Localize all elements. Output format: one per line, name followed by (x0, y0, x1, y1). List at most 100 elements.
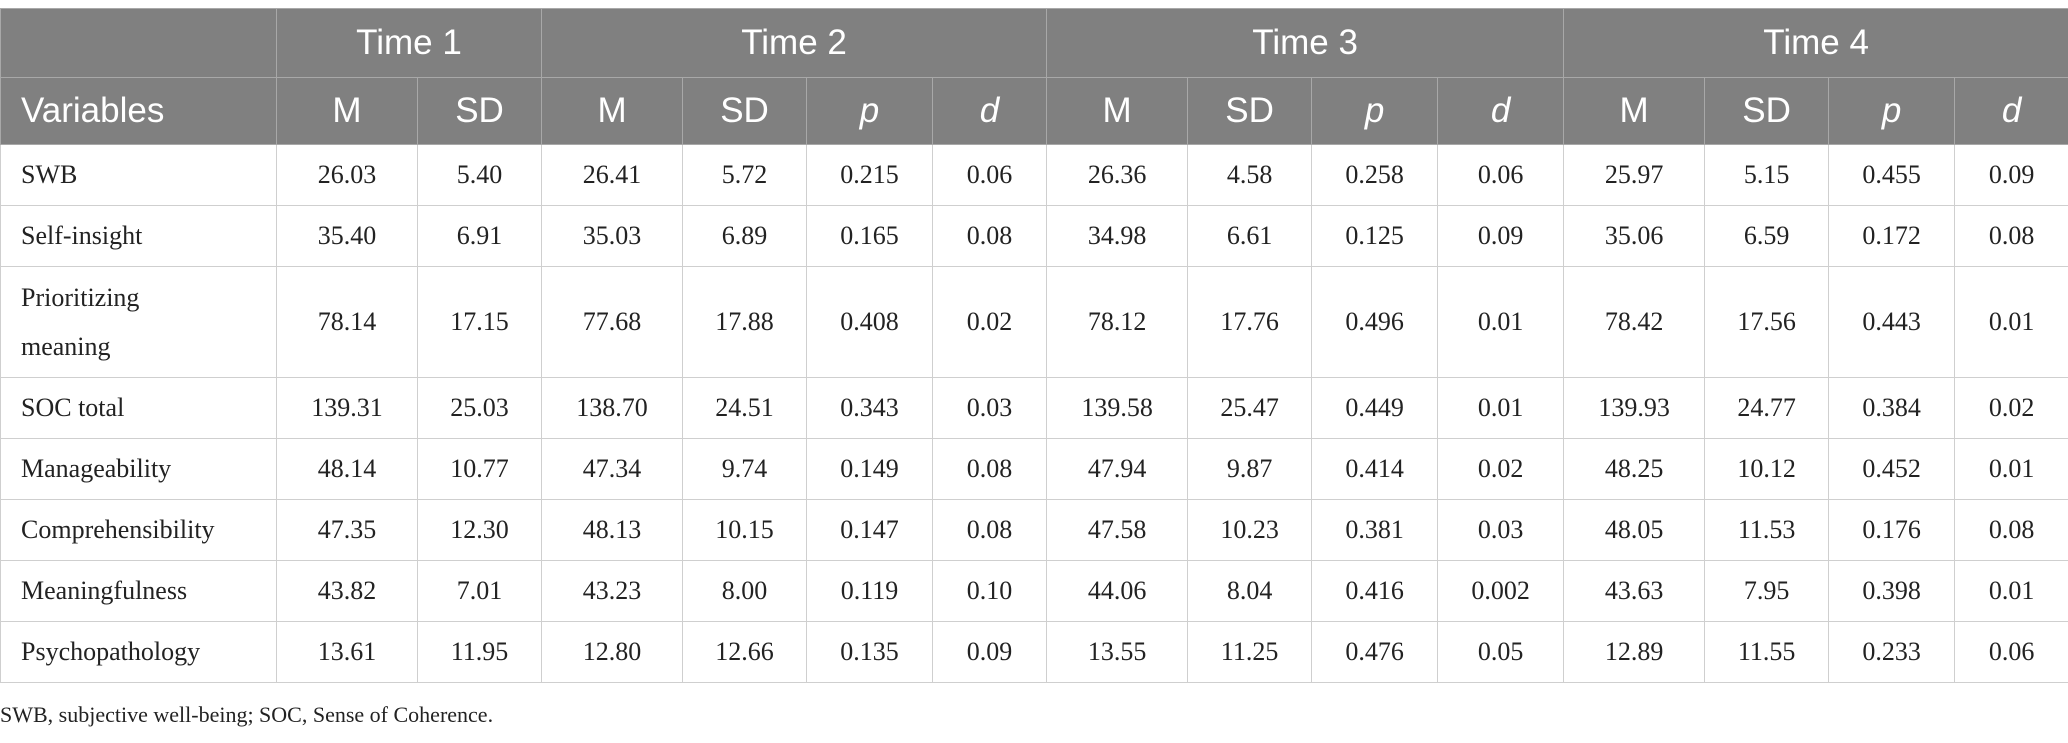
value-cell: 139.31 (276, 377, 418, 439)
value-cell: 0.05 (1437, 621, 1565, 683)
value-cell: 10.77 (416, 438, 543, 500)
t2-d-header: d (932, 77, 1048, 145)
value-cell: 0.06 (1437, 144, 1565, 206)
value-cell: 12.30 (416, 499, 543, 561)
value-cell: 25.97 (1563, 144, 1706, 206)
value-cell: 26.03 (276, 144, 418, 206)
column-header-row: Variables M SD M SD p d M SD p d M SD p … (0, 77, 2068, 145)
value-cell: 0.176 (1828, 499, 1956, 561)
value-cell: 10.15 (682, 499, 808, 561)
value-cell: 6.89 (682, 205, 808, 267)
value-cell: 48.13 (541, 499, 684, 561)
value-cell: 0.06 (932, 144, 1048, 206)
value-cell: 0.149 (806, 438, 934, 500)
value-cell: 10.23 (1187, 499, 1313, 561)
value-cell: 0.09 (1437, 205, 1565, 267)
value-cell: 139.58 (1046, 377, 1189, 439)
value-cell: 0.03 (932, 377, 1048, 439)
value-cell: 0.01 (1437, 377, 1565, 439)
value-cell: 10.12 (1704, 438, 1830, 500)
value-cell: 0.01 (1954, 266, 2068, 378)
value-cell: 24.51 (682, 377, 808, 439)
value-cell: 0.496 (1311, 266, 1439, 378)
value-cell: 13.61 (276, 621, 418, 683)
value-cell: 78.12 (1046, 266, 1189, 378)
value-cell: 0.452 (1828, 438, 1956, 500)
time-3-header: Time 3 (1046, 8, 1565, 78)
value-cell: 0.172 (1828, 205, 1956, 267)
value-cell: 0.258 (1311, 144, 1439, 206)
value-cell: 0.408 (806, 266, 934, 378)
time-header-row: Time 1 Time 2 Time 3 Time 4 (0, 8, 2068, 78)
value-cell: 25.47 (1187, 377, 1313, 439)
value-cell: 47.34 (541, 438, 684, 500)
value-cell: 139.93 (1563, 377, 1706, 439)
table-row: SWB 26.03 5.40 26.41 5.72 0.215 0.06 26.36 4.58 0… (0, 144, 2068, 206)
t2-m-header: M (541, 77, 684, 145)
value-cell: 11.25 (1187, 621, 1313, 683)
value-cell: 11.55 (1704, 621, 1830, 683)
value-cell: 48.25 (1563, 438, 1706, 500)
results-table: Time 1 Time 2 Time 3 Time 4 Variables M … (0, 8, 2068, 683)
value-cell: 4.58 (1187, 144, 1313, 206)
table-row: Prioritizing meaning 78.14 17.15 77.68 17.88… (0, 266, 2068, 378)
value-cell: 5.15 (1704, 144, 1830, 206)
value-cell: 17.15 (416, 266, 543, 378)
value-cell: 24.77 (1704, 377, 1830, 439)
value-cell: 0.416 (1311, 560, 1439, 622)
value-cell: 0.01 (1954, 438, 2068, 500)
variable-name-cell: SOC total (0, 377, 277, 439)
variable-name-cell: SWB (0, 144, 277, 206)
value-cell: 35.06 (1563, 205, 1706, 267)
value-cell: 48.14 (276, 438, 418, 500)
value-cell: 0.09 (932, 621, 1048, 683)
value-cell: 12.89 (1563, 621, 1706, 683)
value-cell: 47.94 (1046, 438, 1189, 500)
value-cell: 78.14 (276, 266, 418, 378)
variable-name-cell: Meaningfulness (0, 560, 277, 622)
table-row: Self-insight 35.40 6.91 35.03 6.89 0.165 0.08 3… (0, 205, 2068, 267)
table-row: Meaningfulness 43.82 7.01 43.23 8.00 0.119 0.1… (0, 560, 2068, 622)
value-cell: 77.68 (541, 266, 684, 378)
value-cell: 0.01 (1437, 266, 1565, 378)
value-cell: 0.147 (806, 499, 934, 561)
table-footnote: SWB, subjective well-being; SOC, Sense o… (0, 702, 494, 727)
value-cell: 25.03 (416, 377, 543, 439)
t3-p-header: p (1311, 77, 1439, 145)
value-cell: 17.56 (1704, 266, 1830, 378)
value-cell: 17.88 (682, 266, 808, 378)
value-cell: 0.233 (1828, 621, 1956, 683)
corner-cell (0, 8, 277, 78)
value-cell: 0.119 (806, 560, 934, 622)
value-cell: 48.05 (1563, 499, 1706, 561)
value-cell: 13.55 (1046, 621, 1189, 683)
value-cell: 0.215 (806, 144, 934, 206)
value-cell: 9.87 (1187, 438, 1313, 500)
value-cell: 0.02 (1437, 438, 1565, 500)
table-body: SWB 26.03 5.40 26.41 5.72 0.215 0.06 26.36 4.58 0… (0, 144, 2068, 683)
value-cell: 0.414 (1311, 438, 1439, 500)
value-cell: 0.08 (1954, 205, 2068, 267)
value-cell: 0.09 (1954, 144, 2068, 206)
value-cell: 12.80 (541, 621, 684, 683)
t4-sd-header: SD (1704, 77, 1830, 145)
value-cell: 8.00 (682, 560, 808, 622)
time-1-header: Time 1 (275, 8, 543, 78)
value-cell: 0.03 (1437, 499, 1565, 561)
value-cell: 0.384 (1828, 377, 1956, 439)
value-cell: 6.91 (416, 205, 543, 267)
value-cell: 47.35 (276, 499, 418, 561)
variables-header: Variables (0, 77, 277, 145)
value-cell: 0.165 (806, 205, 934, 267)
value-cell: 5.72 (682, 144, 808, 206)
value-cell: 12.66 (682, 621, 808, 683)
value-cell: 0.455 (1828, 144, 1956, 206)
variable-name-cell: Comprehensibility (0, 499, 277, 561)
value-cell: 0.10 (932, 560, 1048, 622)
table-row: Psychopathology 13.61 11.95 12.80 12.66 0.135… (0, 621, 2068, 683)
variable-name-cell: Manageability (0, 438, 277, 500)
value-cell: 43.23 (541, 560, 684, 622)
value-cell: 35.03 (541, 205, 684, 267)
value-cell: 9.74 (682, 438, 808, 500)
value-cell: 0.08 (932, 438, 1048, 500)
